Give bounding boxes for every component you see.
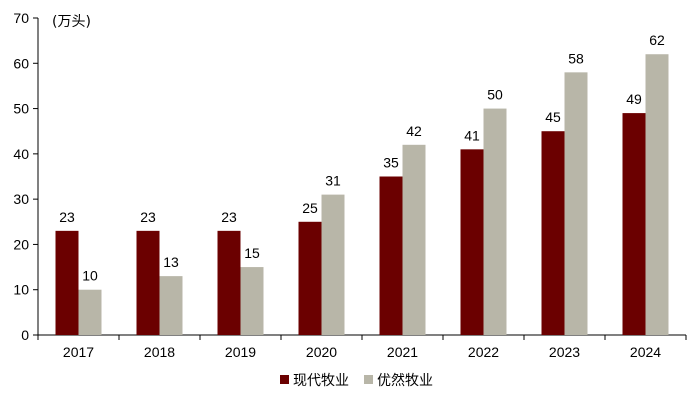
x-tick-label: 2021: [387, 344, 418, 360]
bar-series-1: [136, 230, 160, 335]
x-tick-label: 2019: [225, 344, 256, 360]
bar-series-1: [55, 230, 79, 335]
data-label: 31: [325, 173, 341, 189]
x-tick-label: 2023: [549, 344, 580, 360]
legend-label: 现代牧业: [293, 373, 349, 389]
x-tick-label: 2022: [468, 344, 499, 360]
bar-series-2: [645, 54, 669, 335]
bar-series-1: [217, 230, 241, 335]
legend-label: 优然牧业: [377, 372, 433, 389]
y-tick-label: 50: [13, 101, 29, 117]
bar-series-1: [460, 149, 484, 335]
data-label: 49: [626, 91, 642, 107]
data-label: 23: [59, 209, 75, 225]
data-label: 62: [649, 32, 665, 48]
y-tick-label: 10: [13, 282, 29, 298]
bars-group: [55, 54, 669, 335]
y-tick-label: 70: [13, 10, 29, 26]
x-tick-label: 2020: [306, 344, 337, 360]
data-label: 23: [221, 209, 237, 225]
data-label: 58: [568, 50, 584, 66]
x-tick-label: 2018: [144, 344, 175, 360]
y-axis-unit-label: (万头): [52, 14, 91, 30]
bar-series-2: [159, 276, 183, 335]
bar-series-1: [298, 221, 322, 335]
bar-series-2: [402, 144, 426, 335]
data-label: 15: [244, 245, 260, 261]
bar-series-2: [564, 72, 588, 335]
x-tick-label: 2017: [63, 344, 94, 360]
data-label: 35: [383, 155, 399, 171]
bar-series-1: [379, 176, 403, 335]
legend-swatch: [364, 375, 373, 384]
legend-swatch: [280, 375, 289, 384]
y-tick-label: 60: [13, 55, 29, 71]
y-tick-label: 20: [13, 236, 29, 252]
x-axis: 2017 2018 2019 2020 2021 2022 2023 2024: [37, 334, 687, 360]
data-label: 41: [464, 127, 480, 143]
data-label: 13: [163, 254, 179, 270]
x-tick-label: 2024: [630, 344, 661, 360]
bar-series-2: [240, 267, 264, 335]
bar-series-2: [321, 194, 345, 335]
y-axis: 0 10 20 30 40 50 60 70: [13, 10, 39, 343]
data-label: 42: [406, 123, 422, 139]
bar-series-1: [622, 113, 646, 335]
bar-series-1: [541, 131, 565, 335]
data-label: 50: [487, 87, 503, 103]
legend: 现代牧业 优然牧业: [280, 372, 433, 389]
data-label: 25: [302, 200, 318, 216]
data-label: 45: [545, 109, 561, 125]
y-tick-label: 40: [13, 146, 29, 162]
data-label: 23: [140, 209, 156, 225]
y-tick-label: 0: [21, 327, 29, 343]
bar-series-2: [78, 289, 102, 335]
bar-series-2: [483, 108, 507, 335]
data-labels-group: 23 10 23 13 23 15 25 31 35 42 41 50 45 58 49 62: [59, 32, 665, 283]
data-label: 10: [82, 268, 98, 284]
y-tick-label: 30: [13, 191, 29, 207]
